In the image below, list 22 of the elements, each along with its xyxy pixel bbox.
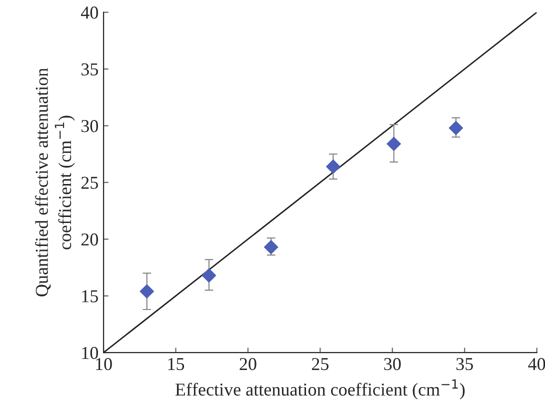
x-tick-label: 15 [168,358,184,370]
y-tick-label: 25 [81,176,98,189]
x-tick-label: 20 [240,358,256,370]
y-tick-label: 40 [80,6,98,19]
x-axis-title: Effective attenuation coefficient (cm$^{−1}$) [175,379,465,400]
y-tick-label: 20 [81,233,98,246]
x-tick-label: 10 [96,358,112,370]
y-tick-label: 35 [81,63,98,76]
point [202,268,216,283]
point [140,284,154,299]
point [264,240,278,254]
point [326,159,340,174]
x-tick-label: 30 [384,358,401,370]
y-tick-label: 10 [82,346,98,360]
y-tick-label: 30 [81,120,98,132]
x-tick-label: 25 [312,358,329,370]
point [386,136,402,152]
point [448,120,464,136]
y-tick-label: 15 [82,290,98,302]
x-tick-label: 40 [528,358,545,370]
x-tick-label: 35 [456,358,473,370]
y-axis-title: Quantified effective attenuation coefficient (cm$^{−1}$) [35,68,75,296]
